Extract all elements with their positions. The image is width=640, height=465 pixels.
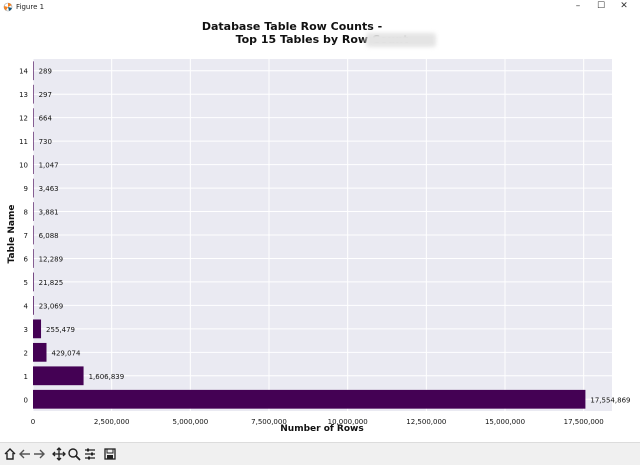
bar — [33, 108, 34, 128]
value-labels: 17,554,869 1,606,839 429,074 255,479 23,069 2… — [39, 68, 631, 405]
x-tick-labels: 0 2,500,000 5,000,000 7,500,000 10,000,000 12… — [31, 418, 604, 426]
bars — [33, 61, 586, 409]
bar — [33, 202, 34, 221]
y-tick-label: 9 — [24, 185, 28, 193]
x-tick-label: 12,500,000 — [406, 418, 446, 426]
zoom-icon[interactable] — [67, 446, 81, 461]
x-tick-label: 2,500,000 — [94, 418, 130, 426]
bar-value-label: 1,606,839 — [89, 373, 125, 381]
bar — [33, 319, 42, 339]
close-button[interactable]: ✕ — [620, 1, 628, 11]
bar — [33, 61, 34, 81]
bar-value-label: 3,881 — [39, 209, 59, 217]
bar-value-label: 289 — [39, 68, 52, 76]
y-tick-label: 1 — [24, 373, 28, 381]
y-tick-label: 14 — [19, 68, 28, 76]
figure-canvas: Database Table Row Counts - Top 15 Table… — [0, 14, 640, 442]
bar-value-label: 21,825 — [39, 279, 64, 287]
window-titlebar: Figure 1 – ☐ ✕ — [0, 0, 640, 14]
y-tick-label: 2 — [24, 349, 28, 357]
y-tick-label: 10 — [19, 162, 28, 170]
bar-value-label: 1,047 — [39, 162, 59, 170]
bar — [33, 155, 34, 174]
bar — [33, 342, 47, 362]
x-tick-label: 0 — [31, 418, 35, 426]
x-tick-label: 17,500,000 — [564, 418, 604, 426]
y-tick-label: 3 — [24, 326, 28, 334]
navigation-toolbar — [0, 442, 640, 465]
x-tick-label: 5,000,000 — [173, 418, 209, 426]
home-icon[interactable] — [3, 446, 17, 460]
back-icon[interactable] — [18, 446, 32, 460]
bar — [33, 249, 34, 268]
y-tick-label: 8 — [24, 209, 28, 217]
window-title: Figure 1 — [16, 3, 45, 11]
bar — [33, 272, 34, 292]
bar — [33, 389, 586, 409]
forward-icon[interactable] — [32, 446, 46, 460]
configure-subplots-icon[interactable] — [83, 446, 97, 460]
bar — [33, 178, 34, 198]
bar-value-label: 3,463 — [39, 185, 59, 193]
maximize-button[interactable]: ☐ — [596, 1, 606, 11]
bar-value-label: 429,074 — [52, 349, 81, 357]
save-icon[interactable] — [103, 446, 117, 460]
redacted-database-name — [366, 33, 436, 47]
matplotlib-logo-icon — [3, 2, 13, 12]
y-tick-label: 7 — [24, 232, 28, 240]
bar-value-label: 664 — [39, 115, 53, 123]
x-tick-label: 7,500,000 — [251, 418, 287, 426]
bar-value-label: 730 — [39, 138, 52, 146]
chart-title: Database Table Row Counts - — [202, 20, 382, 33]
x-tick-label: 10,000,000 — [328, 418, 368, 426]
y-tick-label: 12 — [19, 115, 28, 123]
chart-subtitle: Top 15 Tables by Row Count — [236, 33, 409, 46]
bar-value-label: 17,554,869 — [590, 396, 630, 404]
bar — [33, 366, 84, 386]
y-tick-label: 0 — [24, 396, 28, 404]
bar — [33, 225, 34, 245]
bar-value-label: 23,069 — [39, 302, 64, 310]
grid-lines — [32, 59, 612, 411]
bar-value-label: 12,289 — [39, 255, 64, 263]
pan-icon[interactable] — [52, 446, 66, 461]
y-axis-label: Table Name — [7, 205, 17, 264]
bar-value-label: 297 — [39, 91, 52, 99]
y-tick-label: 6 — [24, 255, 29, 263]
bar-value-label: 255,479 — [46, 326, 75, 334]
x-tick-label: 15,000,000 — [485, 418, 525, 426]
x-axis-label: Number of Rows — [280, 424, 363, 434]
y-tick-label: 13 — [19, 91, 28, 99]
y-tick-label: 11 — [19, 138, 28, 146]
bar — [33, 296, 34, 315]
y-tick-label: 4 — [24, 302, 29, 310]
bar-chart: Database Table Row Counts - Top 15 Table… — [7, 20, 631, 434]
bar — [33, 84, 34, 104]
y-tick-label: 5 — [24, 279, 28, 287]
bar-value-label: 6,088 — [39, 232, 59, 240]
minimize-button[interactable]: – — [575, 1, 581, 11]
bar — [33, 131, 34, 151]
